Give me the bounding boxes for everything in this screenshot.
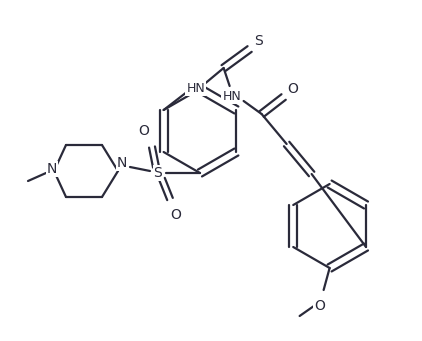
- Text: S: S: [154, 166, 162, 180]
- Text: N: N: [117, 156, 127, 170]
- Text: O: O: [287, 82, 298, 96]
- Text: HN: HN: [186, 81, 205, 94]
- Text: O: O: [138, 124, 149, 138]
- Text: N: N: [47, 162, 57, 176]
- Text: HN: HN: [222, 89, 241, 103]
- Text: O: O: [314, 299, 325, 313]
- Text: S: S: [254, 34, 263, 48]
- Text: O: O: [170, 208, 181, 222]
